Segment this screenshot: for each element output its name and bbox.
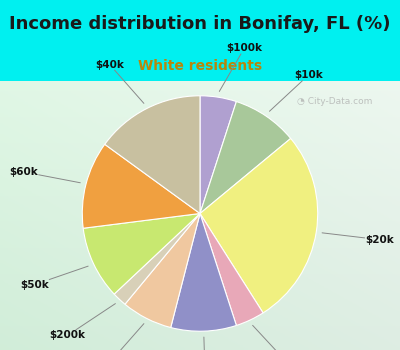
Wedge shape (200, 139, 318, 313)
Text: $50k: $50k (20, 266, 88, 290)
Text: $125k: $125k (253, 326, 307, 350)
Text: $40k: $40k (95, 60, 144, 103)
Wedge shape (82, 144, 200, 228)
Text: ◔ City-Data.com: ◔ City-Data.com (297, 97, 372, 106)
Text: Income distribution in Bonifay, FL (%): Income distribution in Bonifay, FL (%) (9, 14, 391, 33)
Text: $30k: $30k (95, 324, 144, 350)
Wedge shape (83, 214, 200, 294)
Text: $20k: $20k (322, 233, 394, 245)
Wedge shape (125, 214, 200, 328)
Text: $200k: $200k (50, 303, 115, 340)
Text: $60k: $60k (9, 167, 80, 183)
Wedge shape (200, 214, 263, 326)
Wedge shape (200, 102, 291, 214)
Wedge shape (114, 214, 200, 304)
Wedge shape (171, 214, 236, 331)
Text: $75k: $75k (191, 337, 220, 350)
Wedge shape (105, 96, 200, 214)
Wedge shape (200, 96, 236, 214)
Text: $100k: $100k (219, 43, 262, 91)
Text: White residents: White residents (138, 58, 262, 72)
Text: $10k: $10k (270, 70, 323, 111)
